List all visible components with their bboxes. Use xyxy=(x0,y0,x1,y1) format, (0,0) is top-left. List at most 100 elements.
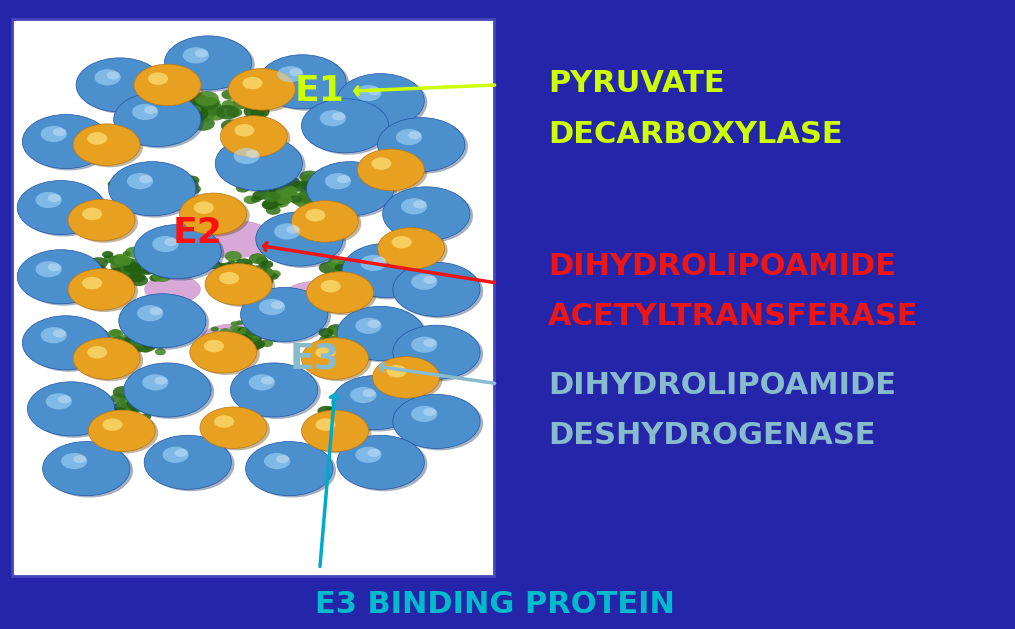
Circle shape xyxy=(132,104,158,120)
Circle shape xyxy=(76,58,163,112)
Circle shape xyxy=(168,99,186,109)
Circle shape xyxy=(286,225,299,233)
Circle shape xyxy=(103,409,112,415)
Circle shape xyxy=(367,401,385,412)
Circle shape xyxy=(213,264,221,268)
Circle shape xyxy=(253,335,262,342)
Circle shape xyxy=(151,109,165,118)
Text: E2: E2 xyxy=(173,216,223,250)
Circle shape xyxy=(233,333,250,343)
Circle shape xyxy=(234,333,252,345)
Circle shape xyxy=(115,184,126,191)
Circle shape xyxy=(367,320,381,328)
Circle shape xyxy=(358,275,368,282)
Circle shape xyxy=(165,195,182,204)
Circle shape xyxy=(235,333,253,343)
Circle shape xyxy=(87,132,108,145)
Circle shape xyxy=(139,172,161,186)
Circle shape xyxy=(332,335,346,343)
Circle shape xyxy=(134,225,221,279)
Circle shape xyxy=(214,263,227,271)
Circle shape xyxy=(107,403,116,409)
Circle shape xyxy=(350,404,362,412)
Circle shape xyxy=(129,342,145,353)
Circle shape xyxy=(260,260,273,269)
Circle shape xyxy=(130,338,144,347)
Circle shape xyxy=(355,318,382,334)
Circle shape xyxy=(423,408,436,416)
Circle shape xyxy=(121,339,133,347)
Circle shape xyxy=(41,126,67,142)
Circle shape xyxy=(253,330,260,335)
Circle shape xyxy=(140,322,150,328)
Circle shape xyxy=(396,264,483,318)
Circle shape xyxy=(274,223,300,240)
Circle shape xyxy=(79,60,166,114)
Circle shape xyxy=(256,212,343,266)
Circle shape xyxy=(310,274,377,315)
Circle shape xyxy=(361,407,380,419)
Circle shape xyxy=(267,273,279,280)
Circle shape xyxy=(161,198,180,209)
Circle shape xyxy=(182,103,206,118)
Circle shape xyxy=(244,289,331,343)
Circle shape xyxy=(334,261,352,272)
Circle shape xyxy=(114,401,133,413)
Circle shape xyxy=(195,91,218,106)
Circle shape xyxy=(122,261,138,271)
Circle shape xyxy=(270,196,289,208)
Circle shape xyxy=(347,271,362,280)
Circle shape xyxy=(233,365,321,419)
Circle shape xyxy=(124,260,135,267)
Circle shape xyxy=(266,189,283,199)
Circle shape xyxy=(36,261,62,277)
Circle shape xyxy=(130,335,147,346)
Circle shape xyxy=(244,265,260,275)
Circle shape xyxy=(231,329,240,334)
Circle shape xyxy=(336,406,345,412)
Text: DESHYDROGENASE: DESHYDROGENASE xyxy=(548,421,876,450)
Circle shape xyxy=(174,123,194,135)
Circle shape xyxy=(147,437,234,491)
Circle shape xyxy=(235,184,250,192)
Circle shape xyxy=(137,403,152,413)
Circle shape xyxy=(178,178,199,191)
Circle shape xyxy=(144,329,163,341)
Circle shape xyxy=(252,270,262,277)
Circle shape xyxy=(122,348,136,357)
Circle shape xyxy=(235,259,253,269)
Circle shape xyxy=(316,346,336,359)
Circle shape xyxy=(344,409,359,418)
Circle shape xyxy=(187,94,212,111)
Circle shape xyxy=(242,281,251,286)
Circle shape xyxy=(175,449,188,457)
Circle shape xyxy=(220,116,287,157)
Circle shape xyxy=(341,402,359,413)
Circle shape xyxy=(347,338,363,348)
Circle shape xyxy=(139,175,152,183)
Circle shape xyxy=(115,342,125,348)
Circle shape xyxy=(332,112,345,120)
Circle shape xyxy=(125,189,134,194)
Circle shape xyxy=(378,274,393,283)
Circle shape xyxy=(234,264,249,273)
Circle shape xyxy=(144,343,154,350)
Circle shape xyxy=(189,117,206,128)
Circle shape xyxy=(73,338,140,379)
Circle shape xyxy=(114,255,132,266)
Circle shape xyxy=(22,114,110,169)
Circle shape xyxy=(152,184,168,193)
Circle shape xyxy=(321,337,333,344)
Circle shape xyxy=(87,346,108,359)
Circle shape xyxy=(203,409,270,450)
Circle shape xyxy=(339,274,354,283)
Circle shape xyxy=(341,346,355,355)
Circle shape xyxy=(206,109,225,121)
Circle shape xyxy=(341,274,360,286)
Circle shape xyxy=(353,398,373,409)
Circle shape xyxy=(194,201,214,214)
Circle shape xyxy=(228,266,240,273)
Circle shape xyxy=(218,138,306,192)
Circle shape xyxy=(301,175,314,182)
Circle shape xyxy=(364,287,374,294)
